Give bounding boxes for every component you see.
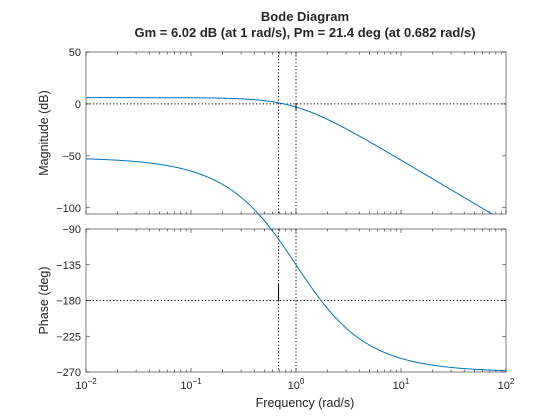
xtick-label: 101 xyxy=(393,377,410,392)
magnitude-ytick-label: −100 xyxy=(56,203,81,215)
x-axis-label: Frequency (rad/s) xyxy=(256,396,355,410)
phase-ytick-label: −180 xyxy=(56,296,81,308)
chart-subtitle: Gm = 6.02 dB (at 1 rad/s), Pm = 21.4 deg… xyxy=(134,25,475,40)
magnitude-axes-frame xyxy=(85,51,507,215)
chart-title: Bode Diagram xyxy=(261,9,349,24)
xtick-label: 100 xyxy=(288,377,305,392)
phase-ytick-label: −270 xyxy=(56,367,81,379)
magnitude-ytick-label: −50 xyxy=(62,151,81,163)
magnitude-ytick-label: 50 xyxy=(69,47,81,59)
xtick-label: 10−1 xyxy=(180,377,202,392)
phase-panel: −90 −135 −180 −225 −270 Phase (deg) xyxy=(37,158,507,379)
phase-ytick-label: −135 xyxy=(56,260,81,272)
xtick-label: 10−2 xyxy=(75,377,97,392)
magnitude-y-axis-label: Magnitude (dB) xyxy=(37,90,51,175)
magnitude-ytick-label: 0 xyxy=(75,99,81,111)
magnitude-series-line xyxy=(86,97,494,215)
phase-ytick-label: −90 xyxy=(62,224,81,236)
magnitude-panel: 50 0 −50 −100 Magnitude (dB) xyxy=(37,47,507,215)
xtick-label: 102 xyxy=(498,377,515,392)
phase-ytick-label: −225 xyxy=(56,331,81,343)
phase-series-line xyxy=(85,158,507,372)
phase-y-axis-label: Phase (deg) xyxy=(37,266,51,334)
